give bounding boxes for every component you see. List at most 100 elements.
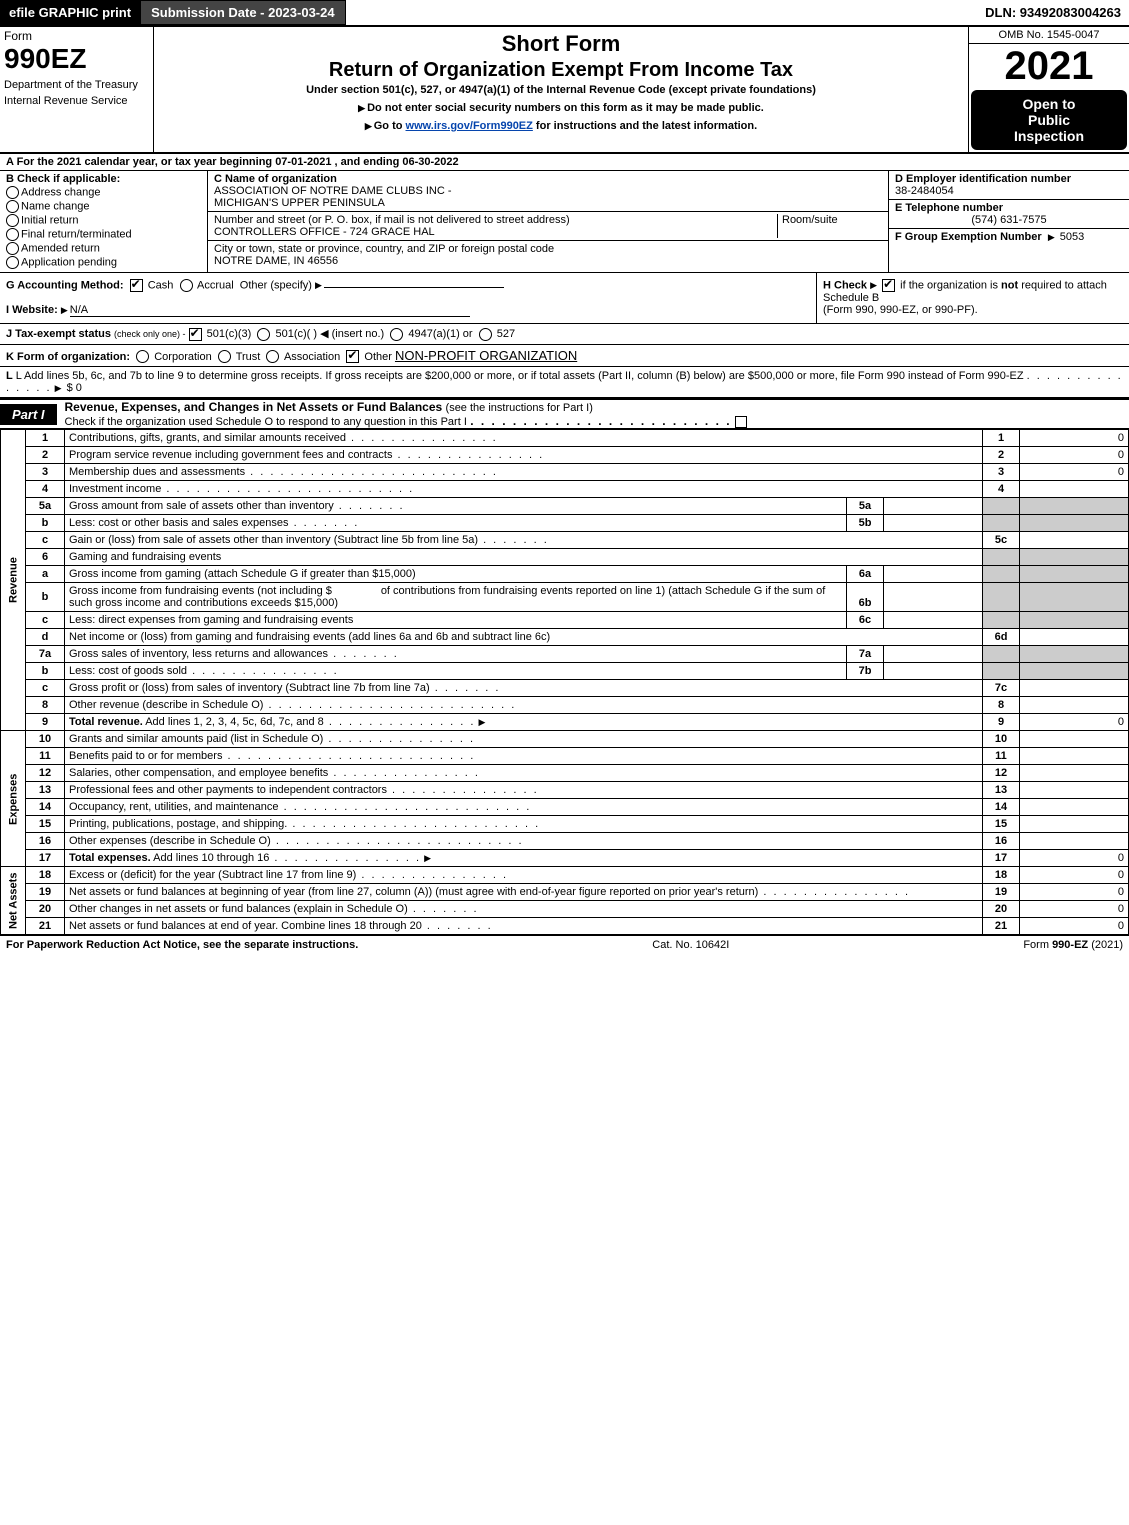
ln18-val: 0: [1020, 867, 1129, 884]
ln21-num: 21: [26, 918, 65, 935]
g-label: G Accounting Method:: [6, 279, 124, 291]
ln17-desc: Add lines 10 through 16: [151, 852, 270, 864]
ln6c-sub: 6c: [847, 612, 884, 629]
phone-value: (574) 631-7575: [895, 214, 1123, 226]
ln5b-num: b: [26, 515, 65, 532]
initial-return-check[interactable]: [6, 214, 19, 227]
ln5a-desc: Gross amount from sale of assets other t…: [69, 500, 334, 512]
k-trust-check[interactable]: [218, 350, 231, 363]
ln7b-desc: Less: cost of goods sold: [69, 665, 187, 677]
room-label: Room/suite: [782, 214, 838, 226]
ln9-bold: Total revenue.: [69, 716, 143, 728]
address-change-check[interactable]: [6, 186, 19, 199]
h-text3: (Form 990, 990-EZ, or 990-PF).: [823, 304, 978, 316]
ln1-desc: Contributions, gifts, grants, and simila…: [69, 432, 346, 444]
open-to-public: Open to Public Inspection: [971, 90, 1127, 150]
k-corp: Corporation: [154, 351, 211, 363]
j-4947-check[interactable]: [390, 328, 403, 341]
return-title: Return of Organization Exempt From Incom…: [160, 59, 962, 82]
ln15-val: [1020, 816, 1129, 833]
ssn-text: Do not enter social security numbers on …: [367, 102, 764, 114]
part1-check[interactable]: [735, 416, 747, 428]
ln6b-subval: [884, 583, 983, 612]
ln6d-val: [1020, 629, 1129, 646]
submission-date: Submission Date - 2023-03-24: [140, 0, 346, 25]
ln20-val: 0: [1020, 901, 1129, 918]
ln12-lab: 12: [983, 765, 1020, 782]
ln2-desc: Program service revenue including govern…: [69, 449, 392, 461]
c-label: C Name of organization: [214, 173, 337, 185]
part1-label: Part I: [0, 404, 57, 425]
ln13-num: 13: [26, 782, 65, 799]
irs-link[interactable]: www.irs.gov/Form990EZ: [406, 120, 533, 132]
j-o2: 501(c)( ): [275, 328, 317, 340]
ln7c-desc: Gross profit or (loss) from sales of inv…: [69, 682, 430, 694]
accrual-check[interactable]: [180, 279, 193, 292]
ln6b-desc1: Gross income from fundraising events (no…: [69, 585, 332, 597]
k-corp-check[interactable]: [136, 350, 149, 363]
e-label: E Telephone number: [895, 202, 1003, 214]
ln21-val: 0: [1020, 918, 1129, 935]
ln3-num: 3: [26, 464, 65, 481]
ln4-desc: Investment income: [69, 483, 161, 495]
goto-pre: Go to: [374, 120, 406, 132]
ln6c-desc: Less: direct expenses from gaming and fu…: [69, 614, 353, 626]
col-b: B Check if applicable: Address change Na…: [0, 171, 208, 272]
ln15-desc: Printing, publications, postage, and shi…: [69, 818, 287, 830]
ln20-lab: 20: [983, 901, 1020, 918]
ln12-desc: Salaries, other compensation, and employ…: [69, 767, 328, 779]
l-value: $ 0: [67, 382, 82, 394]
part1-header: Part I Revenue, Expenses, and Changes in…: [0, 398, 1129, 429]
lines-table: Revenue 1 Contributions, gifts, grants, …: [0, 429, 1129, 935]
j-527-check[interactable]: [479, 328, 492, 341]
application-pending-check[interactable]: [6, 256, 19, 269]
k-other-check[interactable]: [346, 350, 359, 363]
j-label: J Tax-exempt status: [6, 328, 111, 340]
ln20-desc: Other changes in net assets or fund bala…: [69, 903, 408, 915]
ln5b-lab: [983, 515, 1020, 532]
ln8-num: 8: [26, 697, 65, 714]
page-footer: For Paperwork Reduction Act Notice, see …: [0, 935, 1129, 954]
ln21-desc: Net assets or fund balances at end of ye…: [69, 920, 422, 932]
b-title: B Check if applicable:: [6, 173, 120, 185]
j-501c3-check[interactable]: [189, 328, 202, 341]
j-o2b: (insert no.): [332, 328, 385, 340]
amended-return-check[interactable]: [6, 242, 19, 255]
j-sub: (check only one) -: [114, 329, 186, 339]
h-check[interactable]: [882, 279, 895, 292]
ln7b-lab: [983, 663, 1020, 680]
j-501c-check[interactable]: [257, 328, 270, 341]
ln20-num: 20: [26, 901, 65, 918]
d-label: D Employer identification number: [895, 173, 1071, 185]
form-header: Form 990EZ Department of the Treasury In…: [0, 27, 1129, 154]
ln13-desc: Professional fees and other payments to …: [69, 784, 387, 796]
k-assoc-check[interactable]: [266, 350, 279, 363]
arrow-icon: [479, 716, 488, 728]
g-other: Other (specify): [240, 279, 312, 291]
arrow-icon: [424, 852, 433, 864]
final-return-check[interactable]: [6, 228, 19, 241]
efile-print-button[interactable]: efile GRAPHIC print: [0, 0, 140, 25]
ln5a-num: 5a: [26, 498, 65, 515]
row-k: K Form of organization: Corporation Trus…: [0, 345, 1129, 368]
other-method-field[interactable]: [324, 287, 504, 288]
b-addr: Address change: [21, 186, 101, 198]
cash-check[interactable]: [130, 279, 143, 292]
ln3-lab: 3: [983, 464, 1020, 481]
ln8-lab: 8: [983, 697, 1020, 714]
top-bar: efile GRAPHIC print Submission Date - 20…: [0, 0, 1129, 27]
ln19-val: 0: [1020, 884, 1129, 901]
ln13-lab: 13: [983, 782, 1020, 799]
ln5b-subval: [884, 515, 983, 532]
ln10-val: [1020, 731, 1129, 748]
name-change-check[interactable]: [6, 200, 19, 213]
footer-mid: Cat. No. 10642I: [358, 939, 1023, 951]
open1: Open to: [975, 96, 1123, 112]
ln16-val: [1020, 833, 1129, 850]
ln6d-num: d: [26, 629, 65, 646]
ln5b-sub: 5b: [847, 515, 884, 532]
b-final: Final return/terminated: [21, 228, 132, 240]
footer-left: For Paperwork Reduction Act Notice, see …: [6, 939, 358, 951]
h-text1: if the organization is: [900, 279, 1001, 291]
ln13-val: [1020, 782, 1129, 799]
